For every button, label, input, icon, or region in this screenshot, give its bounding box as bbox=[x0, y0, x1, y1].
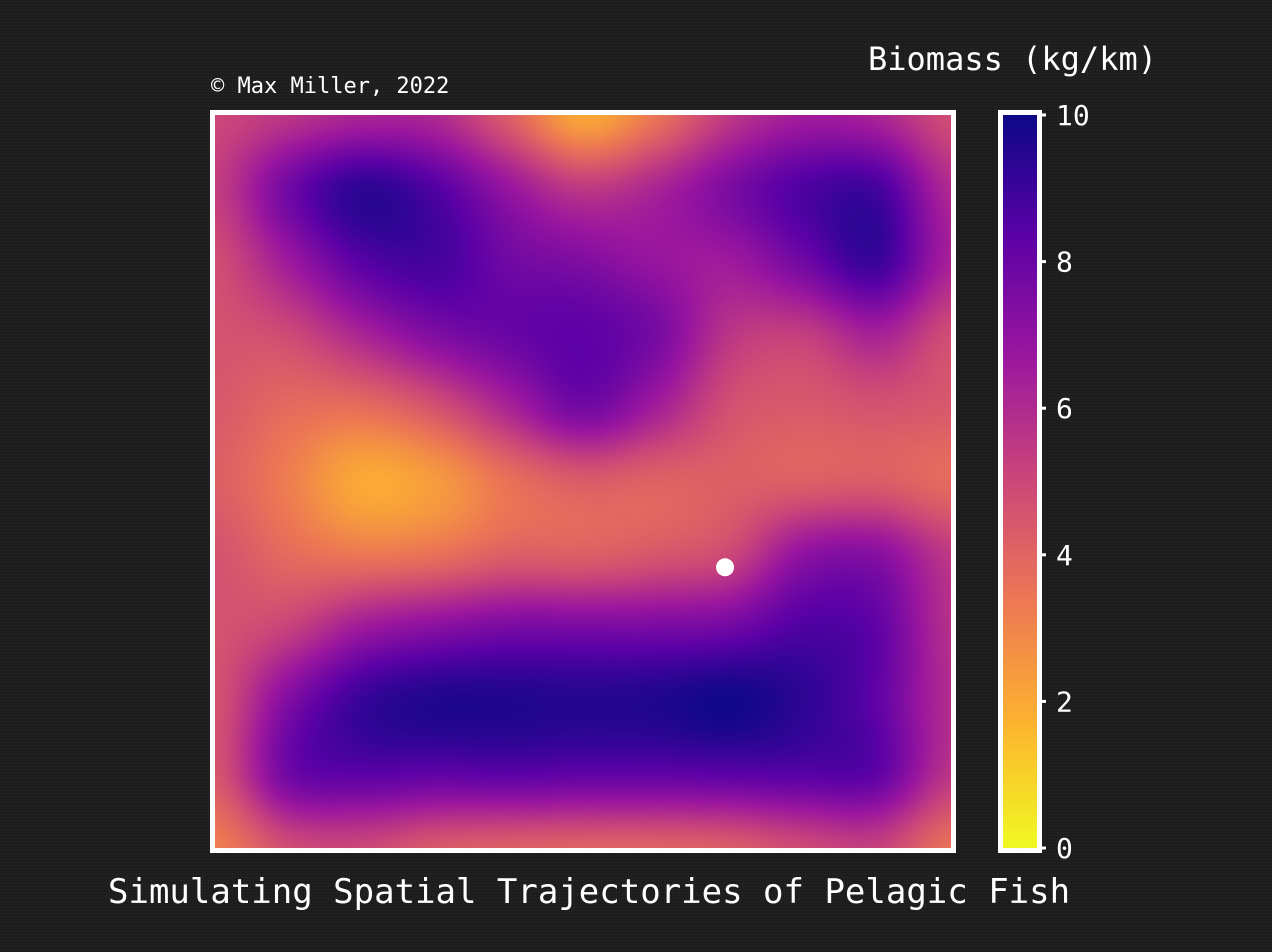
heatmap-panel bbox=[210, 110, 956, 853]
copyright-notice: © Max Miller, 2022 bbox=[211, 74, 450, 99]
colorbar-tick-label: 8 bbox=[1056, 246, 1073, 279]
heatmap-frame bbox=[210, 110, 956, 853]
colorbar-tick-label: 4 bbox=[1056, 539, 1073, 572]
biomass-heatmap bbox=[215, 115, 951, 848]
colorbar-tick-label: 2 bbox=[1056, 685, 1073, 718]
colorbar-tick-label: 6 bbox=[1056, 392, 1073, 425]
colorbar-title: Biomass (kg/km) bbox=[868, 40, 1157, 78]
colorbar-tick-label: 0 bbox=[1056, 832, 1073, 865]
chart-title: Simulating Spatial Trajectories of Pelag… bbox=[108, 872, 1071, 912]
fish-position-marker bbox=[716, 558, 735, 577]
colorbar-ticks: 0 2 4 6 8 10 bbox=[1039, 99, 1090, 865]
colorbar-frame bbox=[998, 110, 1042, 853]
colorbar-tick-label: 10 bbox=[1056, 99, 1090, 132]
colorbar: 0 2 4 6 8 10 bbox=[998, 99, 1090, 865]
colorbar-gradient bbox=[1003, 115, 1037, 848]
